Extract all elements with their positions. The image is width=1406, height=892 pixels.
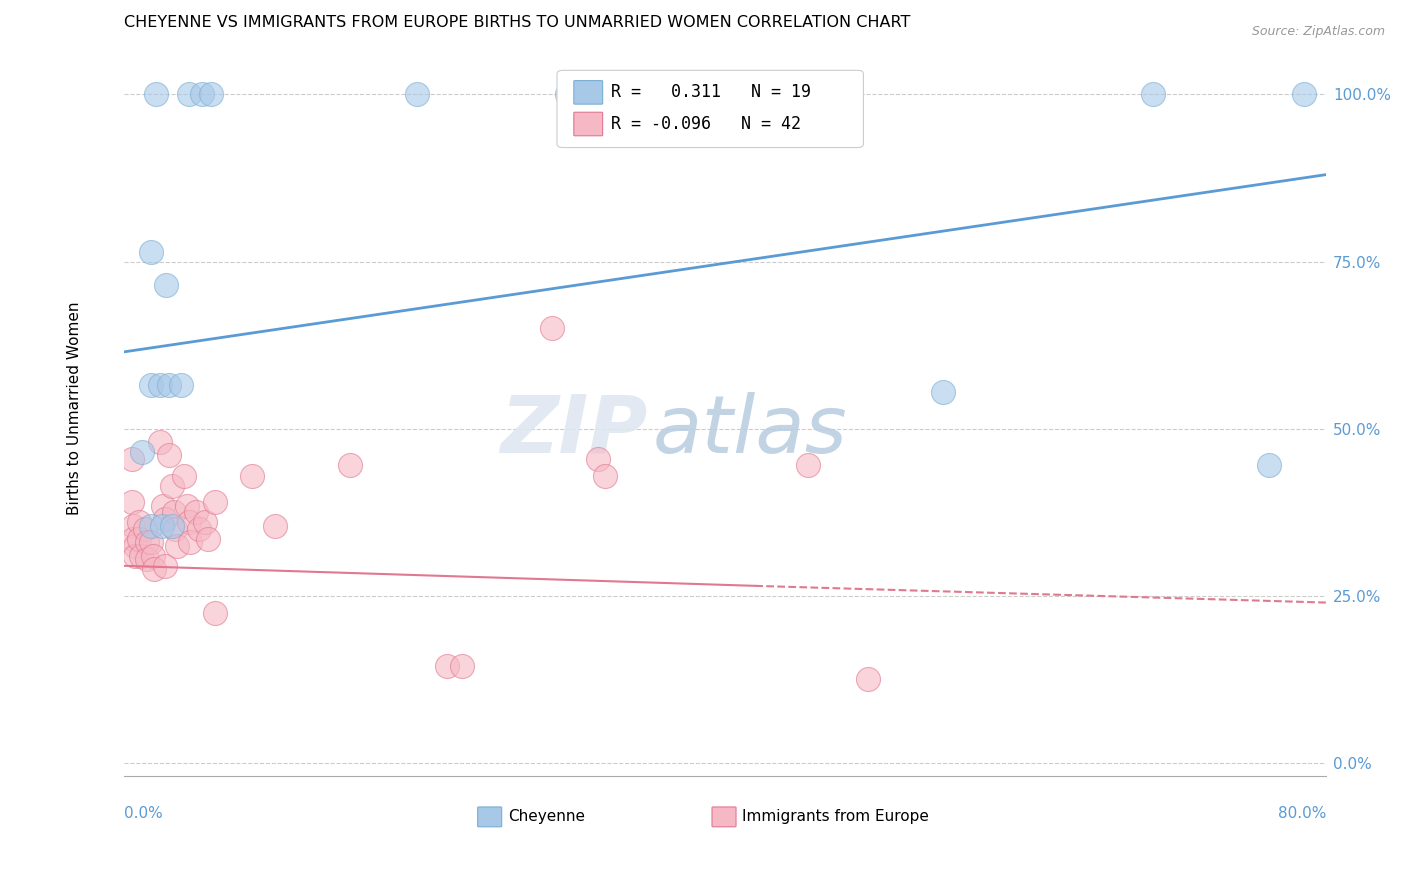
Point [135, 535, 157, 549]
Point [121, 495, 143, 509]
Point [406, 87, 429, 102]
Point [129, 549, 152, 563]
Point [436, 659, 458, 673]
Point [932, 384, 955, 399]
Point [159, 378, 181, 392]
Point [166, 539, 188, 553]
Point [145, 87, 167, 102]
Point [135, 552, 157, 566]
Point [194, 516, 217, 530]
FancyBboxPatch shape [478, 807, 502, 827]
Point [176, 499, 198, 513]
Point [451, 659, 474, 673]
Point [856, 673, 879, 687]
Point [1258, 458, 1281, 473]
Point [128, 516, 150, 530]
FancyBboxPatch shape [557, 70, 863, 147]
Text: 80.0%: 80.0% [1278, 805, 1326, 821]
Point [141, 244, 163, 259]
Text: 0.0%: 0.0% [124, 805, 163, 821]
Text: Cheyenne: Cheyenne [508, 809, 585, 824]
Point [141, 378, 163, 392]
Point [163, 505, 186, 519]
Point [141, 535, 163, 549]
Point [263, 518, 285, 533]
Text: R =   0.311   N = 19: R = 0.311 N = 19 [612, 83, 811, 102]
Point [191, 87, 214, 102]
Point [153, 512, 176, 526]
Point [204, 495, 226, 509]
Point [150, 518, 173, 533]
Point [159, 449, 181, 463]
Point [177, 516, 200, 530]
Point [131, 445, 153, 459]
Point [586, 451, 609, 466]
Point [121, 451, 143, 466]
Point [1142, 87, 1164, 102]
Point [149, 435, 172, 450]
Text: ZIP: ZIP [499, 392, 647, 470]
Text: CHEYENNE VS IMMIGRANTS FROM EUROPE BIRTHS TO UNMARRIED WOMEN CORRELATION CHART: CHEYENNE VS IMMIGRANTS FROM EUROPE BIRTH… [124, 15, 911, 30]
FancyBboxPatch shape [711, 807, 735, 827]
Point [188, 522, 211, 536]
Point [200, 87, 222, 102]
Point [155, 277, 177, 292]
Text: Immigrants from Europe: Immigrants from Europe [742, 809, 929, 824]
FancyBboxPatch shape [574, 112, 603, 136]
Text: R = -0.096   N = 42: R = -0.096 N = 42 [612, 115, 801, 133]
Point [797, 458, 820, 473]
Point [124, 539, 146, 553]
Point [162, 478, 184, 492]
Point [557, 87, 579, 102]
Point [141, 518, 163, 533]
Text: Births to Unmarried Women: Births to Unmarried Women [67, 301, 83, 516]
Point [593, 468, 616, 483]
Point [339, 458, 361, 473]
Point [149, 378, 172, 392]
Point [165, 522, 187, 536]
Point [240, 468, 263, 483]
Point [153, 558, 176, 573]
Point [179, 535, 201, 549]
FancyBboxPatch shape [574, 80, 603, 104]
Point [177, 87, 200, 102]
Point [541, 321, 564, 335]
Point [143, 562, 166, 576]
Text: atlas: atlas [654, 392, 848, 470]
Point [122, 532, 145, 546]
Point [128, 532, 150, 546]
Point [124, 549, 146, 563]
Point [152, 499, 174, 513]
Point [204, 606, 226, 620]
Point [122, 518, 145, 533]
Point [1292, 87, 1315, 102]
Point [142, 549, 165, 563]
Point [170, 378, 193, 392]
Point [186, 505, 208, 519]
Point [162, 518, 184, 533]
Point [197, 532, 219, 546]
Text: Source: ZipAtlas.com: Source: ZipAtlas.com [1251, 25, 1385, 38]
Point [134, 522, 156, 536]
Point [173, 468, 195, 483]
